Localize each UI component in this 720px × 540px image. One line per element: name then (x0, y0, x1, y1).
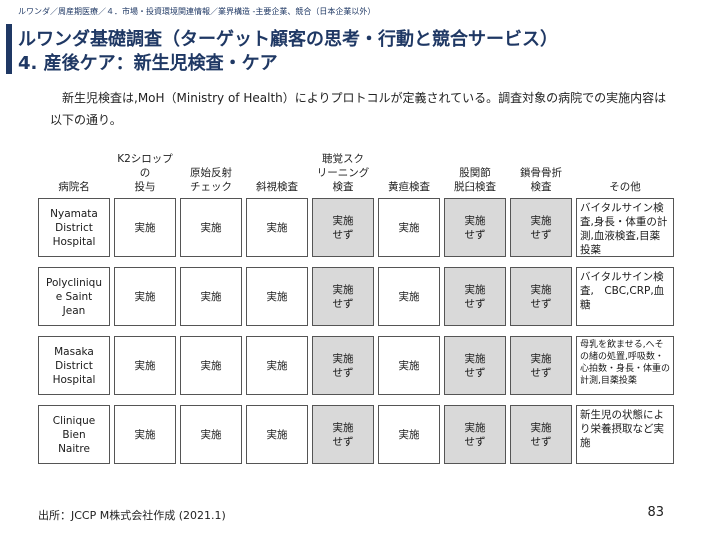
strabismus-cell: 実施 (246, 336, 308, 395)
hospital-name-cell: Clinique Bien Naitre (38, 405, 110, 464)
k2-cell: 実施 (114, 336, 176, 395)
header-strabismus: 斜視検査 (256, 181, 298, 193)
table-row: Clinique Bien Naitre 実施 実施 実施 実施 せず 実施 実… (38, 405, 674, 464)
hearing-cell: 実施 せず (312, 336, 374, 395)
header-other: その他 (609, 181, 641, 193)
reflex-cell: 実施 (180, 336, 242, 395)
clavicle-cell: 実施 せず (510, 336, 572, 395)
hip-cell: 実施 せず (444, 336, 506, 395)
clavicle-cell: 実施 せず (510, 198, 572, 257)
breadcrumb: ルワンダ／周産期医療／４．市場・投資環境関連情報／業界構造 -主要企業、競合（日… (18, 7, 376, 16)
reflex-cell: 実施 (180, 267, 242, 326)
header-primitive-reflex: 原始反射 チェック (190, 167, 232, 193)
page-title: ルワンダ基礎調査（ターゲット顧客の思考・行動と競合サービス） (18, 29, 558, 50)
hearing-cell: 実施 せず (312, 267, 374, 326)
source-note: 出所：JCCP M株式会社作成 (2021.1) (38, 509, 226, 522)
table-header-row: 病院名 K2シロップの 投与 原始反射 チェック 斜視検査 聴覚スク リーニング… (38, 150, 674, 198)
hospital-name-cell: Nyamata District Hospital (38, 198, 110, 257)
page-number: 83 (647, 505, 664, 520)
other-cell: バイタルサイン検査,身長・体重の計測,血液検査,目薬投薬 (576, 198, 674, 257)
jaundice-cell: 実施 (378, 267, 440, 326)
hospital-name-cell: Polycliniqu e Saint Jean (38, 267, 110, 326)
hip-cell: 実施 せず (444, 405, 506, 464)
other-cell: 母乳を飲ませる,へその緒の処置,呼吸数・心拍数・身長・体重の計測,目薬投薬 (576, 336, 674, 395)
k2-cell: 実施 (114, 198, 176, 257)
header-hospital: 病院名 (58, 181, 90, 193)
header-k2-syrup: K2シロップの 投与 (117, 153, 173, 193)
hearing-cell: 実施 せず (312, 405, 374, 464)
table-row: Masaka District Hospital 実施 実施 実施 実施 せず … (38, 336, 674, 395)
table-row: Nyamata District Hospital 実施 実施 実施 実施 せず… (38, 198, 674, 257)
hip-cell: 実施 せず (444, 198, 506, 257)
header-hearing: 聴覚スク リーニング 検査 (316, 153, 370, 193)
inspection-table: 病院名 K2シロップの 投与 原始反射 チェック 斜視検査 聴覚スク リーニング… (38, 150, 674, 474)
header-clavicle: 鎖骨骨折 検査 (520, 167, 562, 193)
page-subtitle: 4. 産後ケア：新生児検査・ケア (18, 53, 278, 74)
strabismus-cell: 実施 (246, 198, 308, 257)
title-accent-bar (6, 24, 12, 74)
strabismus-cell: 実施 (246, 267, 308, 326)
k2-cell: 実施 (114, 267, 176, 326)
reflex-cell: 実施 (180, 198, 242, 257)
jaundice-cell: 実施 (378, 405, 440, 464)
hospital-name-cell: Masaka District Hospital (38, 336, 110, 395)
reflex-cell: 実施 (180, 405, 242, 464)
strabismus-cell: 実施 (246, 405, 308, 464)
k2-cell: 実施 (114, 405, 176, 464)
jaundice-cell: 実施 (378, 198, 440, 257)
other-cell: 新生児の状態により栄養摂取など実施 (576, 405, 674, 464)
jaundice-cell: 実施 (378, 336, 440, 395)
clavicle-cell: 実施 せず (510, 267, 572, 326)
other-cell: バイタルサイン検査, CBC,CRP,血糖 (576, 267, 674, 326)
header-hip: 股関節 脱臼検査 (454, 167, 496, 193)
intro-paragraph: 新生児検査は,MoH（Ministry of Health）によりプロトコルが定… (50, 91, 667, 127)
header-jaundice: 黄疸検査 (388, 181, 430, 193)
hip-cell: 実施 せず (444, 267, 506, 326)
clavicle-cell: 実施 せず (510, 405, 572, 464)
hearing-cell: 実施 せず (312, 198, 374, 257)
table-row: Polycliniqu e Saint Jean 実施 実施 実施 実施 せず … (38, 267, 674, 326)
